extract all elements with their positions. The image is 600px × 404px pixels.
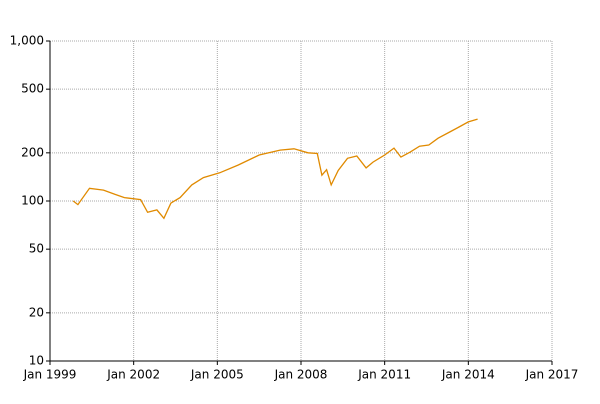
x-tick-label: Jan 2017 [525,368,579,382]
x-tick-label: Jan 1999 [23,368,77,382]
x-tick-label: Jan 2014 [441,368,495,382]
x-tick-label: Jan 2002 [106,368,160,382]
y-tick-label: 10 [29,354,44,368]
x-tick-label: Jan 2008 [274,368,328,382]
data-line [72,118,478,220]
y-tick-label: 20 [29,305,44,319]
y-tick-label: 1,000 [10,34,44,48]
x-tick-label: Jan 2011 [357,368,411,382]
y-tick-label: 500 [21,82,44,96]
x-tick-label: Jan 2005 [190,368,244,382]
y-tick-label: 200 [21,145,44,159]
y-tick-label: 50 [29,242,44,256]
y-tick-label: 100 [21,194,44,208]
